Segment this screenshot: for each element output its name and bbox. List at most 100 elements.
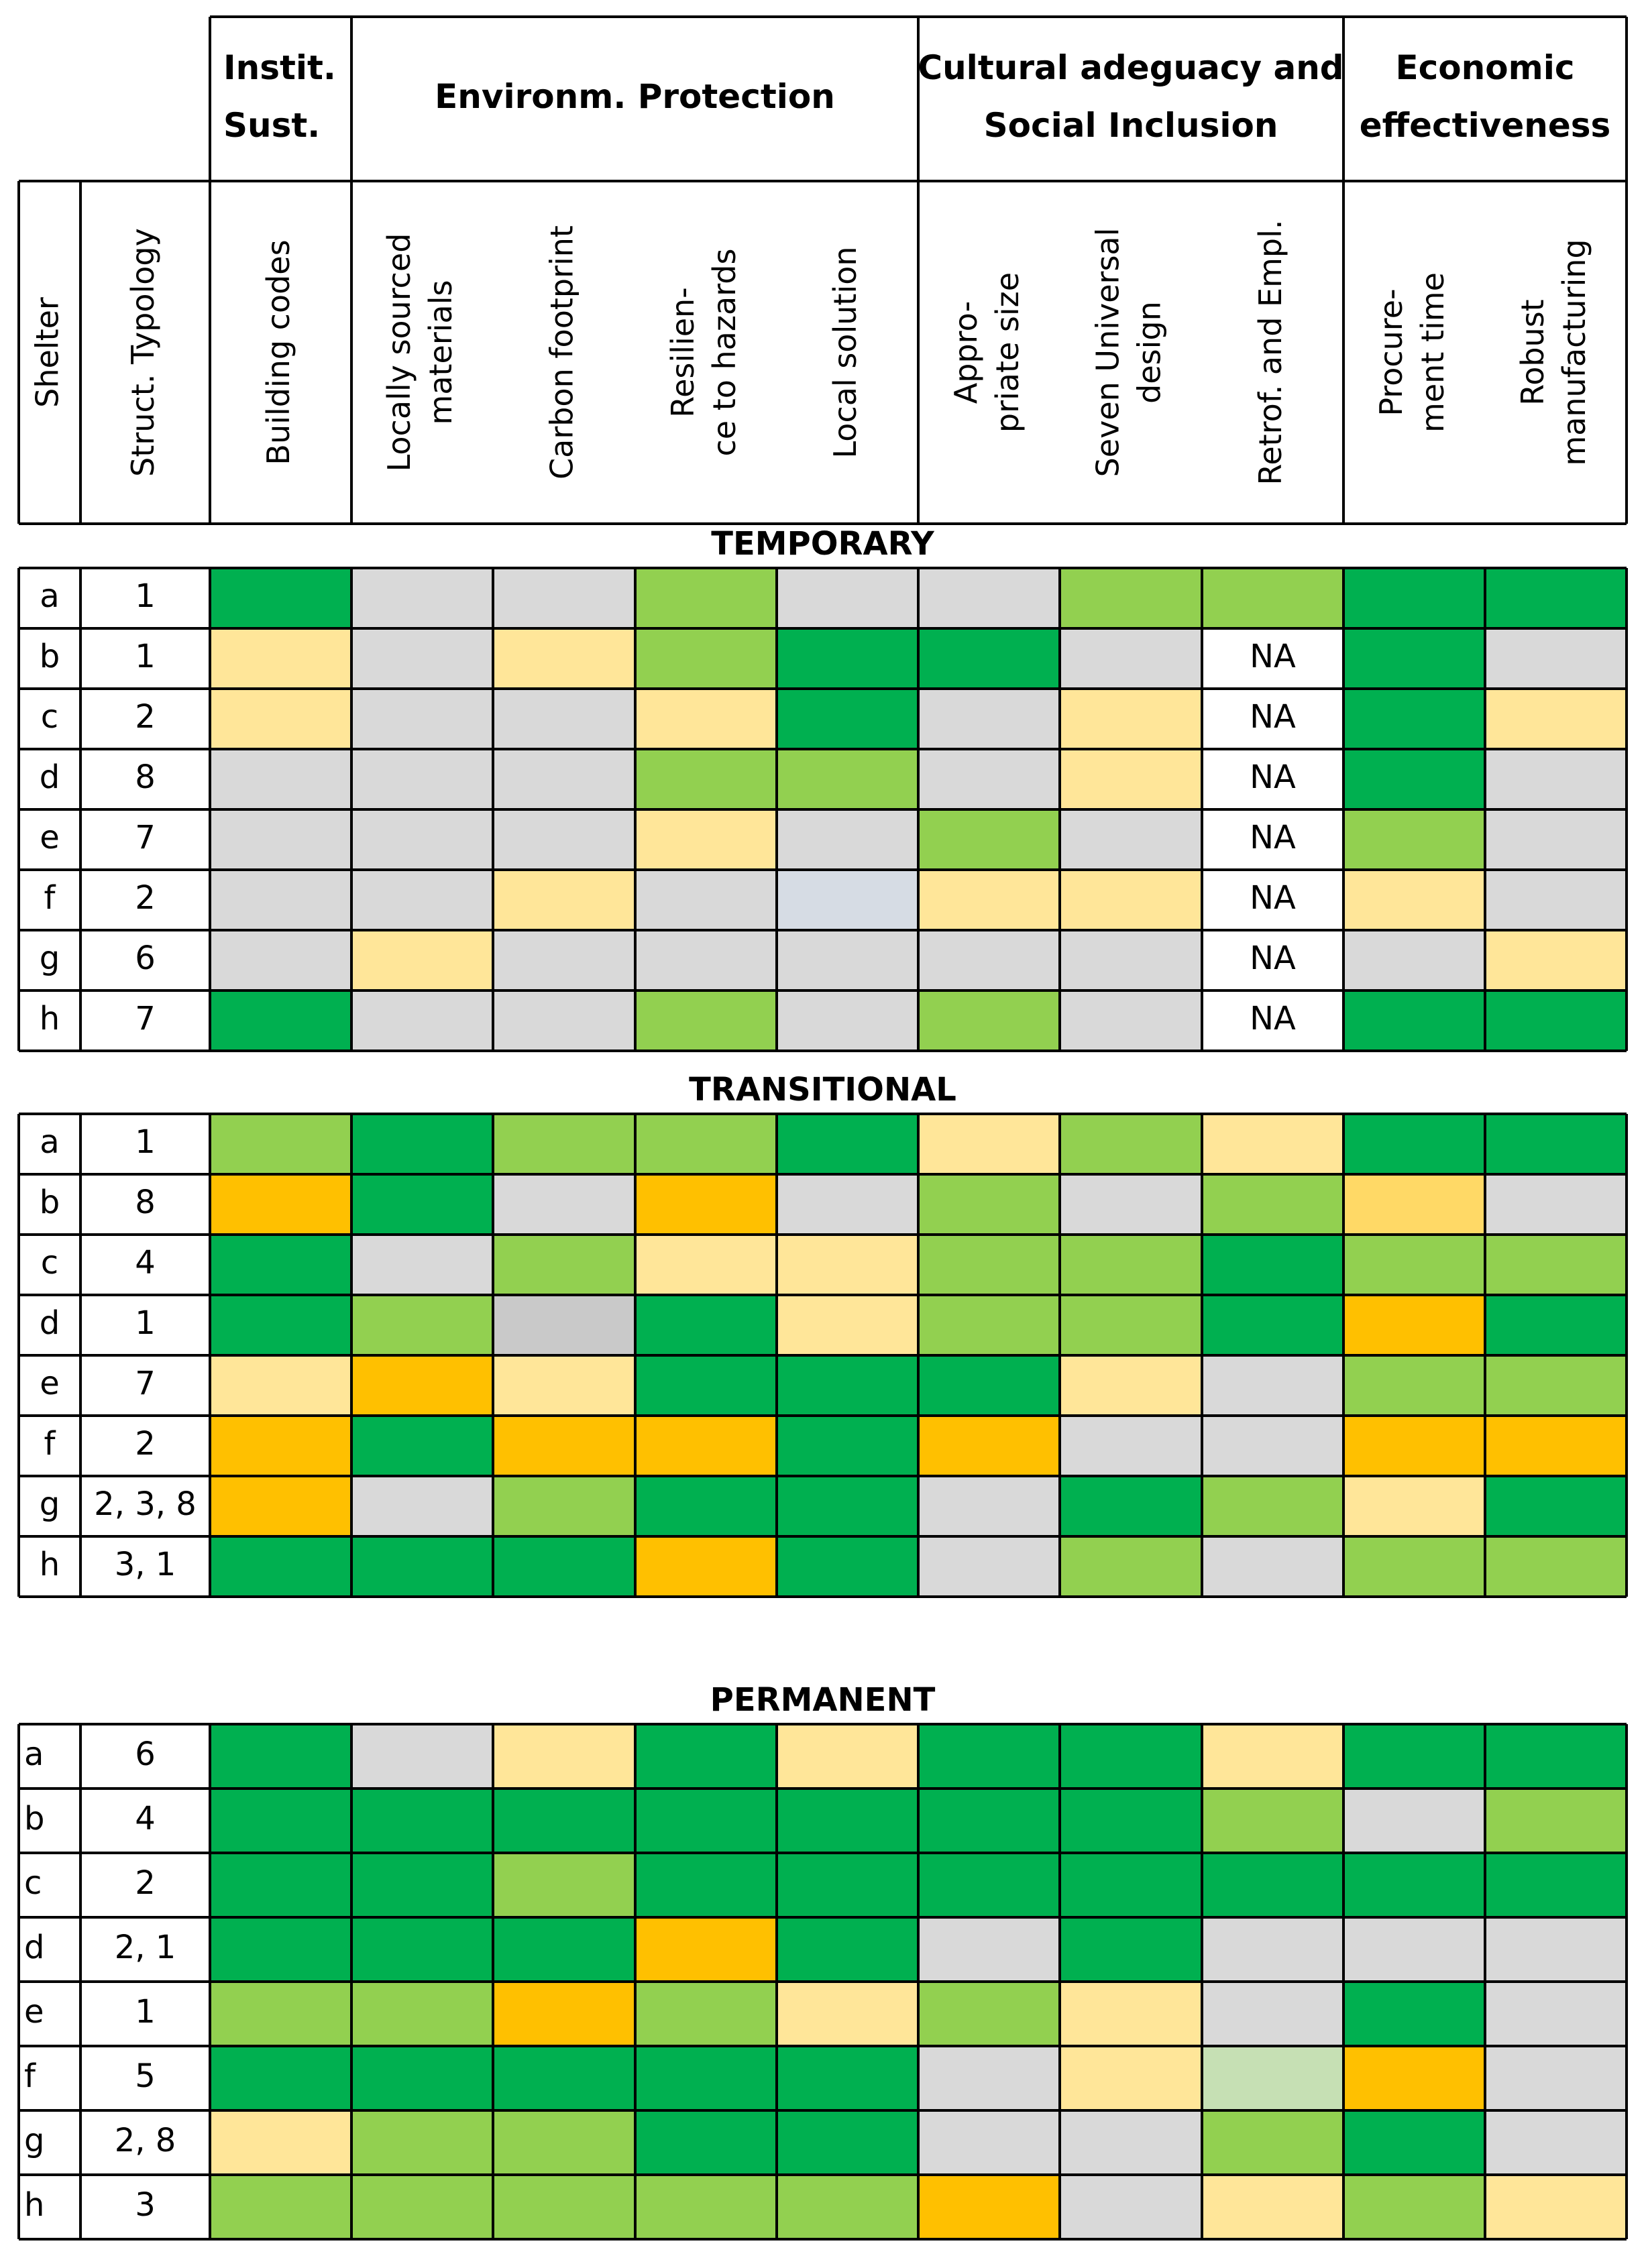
column-header-2: Locally sourced bbox=[381, 233, 417, 472]
heatmap-cell bbox=[918, 1355, 1060, 1416]
heatmap-cell bbox=[635, 1174, 777, 1235]
heatmap-cell bbox=[1485, 1476, 1627, 1536]
shelter-label: f bbox=[24, 2057, 36, 2095]
heatmap-cell bbox=[635, 1476, 777, 1536]
heatmap-cell bbox=[635, 628, 777, 689]
typology-label: 8 bbox=[135, 758, 156, 796]
typology-label: 2, 8 bbox=[115, 2122, 176, 2159]
shelter-label: h bbox=[40, 1546, 60, 1583]
heatmap-cell bbox=[1202, 568, 1343, 628]
typology-label: 7 bbox=[135, 1000, 156, 1037]
column-header-10: Robust bbox=[1515, 299, 1551, 405]
heatmap-cell bbox=[1202, 1416, 1343, 1476]
typology-label: 4 bbox=[135, 1800, 156, 1837]
heatmap-cell bbox=[210, 1536, 351, 1597]
heatmap-cell bbox=[1060, 1295, 1202, 1355]
heatmap-cell bbox=[210, 1295, 351, 1355]
heatmap-cell bbox=[351, 990, 493, 1051]
heatmap-cell bbox=[210, 2175, 351, 2239]
shelter-label: e bbox=[40, 1365, 60, 1402]
na-label: NA bbox=[1250, 638, 1296, 675]
heatmap-cell bbox=[1202, 1853, 1343, 1917]
heatmap-cell bbox=[1060, 2175, 1202, 2239]
heatmap-cell bbox=[351, 568, 493, 628]
heatmap-cell bbox=[1343, 2175, 1485, 2239]
heatmap-cell bbox=[1202, 2175, 1343, 2239]
heatmap-cell bbox=[1202, 1476, 1343, 1536]
heatmap-cell bbox=[1060, 1853, 1202, 1917]
heatmap-cell bbox=[1060, 1235, 1202, 1295]
heatmap-cell bbox=[1343, 1295, 1485, 1355]
heatmap-cell bbox=[210, 930, 351, 990]
heatmap-cell bbox=[635, 2175, 777, 2239]
heatmap-cell bbox=[918, 1416, 1060, 1476]
typology-label: 1 bbox=[135, 1123, 156, 1161]
heatmap-cell bbox=[210, 870, 351, 930]
heatmap-cell bbox=[493, 809, 635, 870]
heatmap-cell bbox=[635, 568, 777, 628]
heatmap-cell bbox=[1060, 1416, 1202, 1476]
typology-label: 1 bbox=[135, 577, 156, 615]
heatmap-cell bbox=[210, 2110, 351, 2175]
heatmap-cell bbox=[351, 1174, 493, 1235]
heatmap-cell bbox=[1060, 2046, 1202, 2110]
heatmap-cell bbox=[1060, 1355, 1202, 1416]
typology-label: 2 bbox=[135, 698, 156, 736]
heatmap-cell bbox=[777, 1174, 918, 1235]
heatmap-cell bbox=[918, 1982, 1060, 2046]
heatmap-cell bbox=[493, 930, 635, 990]
typology-label: 8 bbox=[135, 1184, 156, 1221]
heatmap-cell bbox=[1485, 1235, 1627, 1295]
heatmap-cell bbox=[1343, 930, 1485, 990]
heatmap-cell bbox=[1202, 1355, 1343, 1416]
heatmap-cell bbox=[1343, 568, 1485, 628]
heatmap-cell bbox=[1485, 990, 1627, 1051]
shelter-label: c bbox=[41, 1244, 58, 1282]
heatmap-cell bbox=[1202, 1724, 1343, 1789]
shelter-label: e bbox=[24, 1993, 44, 2031]
heatmap-cell bbox=[351, 1416, 493, 1476]
heatmap-cell bbox=[1343, 809, 1485, 870]
shelter-label: a bbox=[40, 1123, 59, 1161]
typology-label: 2 bbox=[135, 1425, 156, 1463]
heatmap-cell bbox=[1060, 1982, 1202, 2046]
heatmap-cell bbox=[351, 749, 493, 809]
heatmap-cell bbox=[1343, 689, 1485, 749]
heatmap-cell bbox=[918, 689, 1060, 749]
heatmap-cell bbox=[918, 809, 1060, 870]
heatmap-cell bbox=[918, 2175, 1060, 2239]
heatmap-cell bbox=[635, 1853, 777, 1917]
shelter-label: a bbox=[24, 1736, 44, 1773]
shelter-label: f bbox=[44, 879, 56, 917]
heatmap-cell bbox=[1202, 1235, 1343, 1295]
heatmap-cell bbox=[351, 2046, 493, 2110]
heatmap-cell bbox=[1060, 1114, 1202, 1174]
heatmap-cell bbox=[918, 1476, 1060, 1536]
heatmap-cell bbox=[210, 1982, 351, 2046]
shelter-label: d bbox=[40, 1304, 60, 1342]
heatmap-cell bbox=[635, 749, 777, 809]
heatmap-cell bbox=[918, 1724, 1060, 1789]
heatmap-cell bbox=[493, 1536, 635, 1597]
heatmap-cell bbox=[1343, 749, 1485, 809]
heatmap-cell bbox=[1060, 930, 1202, 990]
heatmap-cell bbox=[635, 2046, 777, 2110]
heatmap-cell bbox=[777, 2175, 918, 2239]
heatmap-cell bbox=[1060, 689, 1202, 749]
typology-label: 2 bbox=[135, 879, 156, 917]
heatmap-cell bbox=[1485, 1174, 1627, 1235]
heatmap-cell bbox=[635, 1724, 777, 1789]
typology-label: 2 bbox=[135, 1864, 156, 1902]
heatmap-cell bbox=[1202, 990, 1343, 1051]
heatmap-cell bbox=[1060, 1476, 1202, 1536]
heatmap-cell bbox=[493, 568, 635, 628]
heatmap-cell bbox=[351, 1355, 493, 1416]
heatmap-cell bbox=[635, 1789, 777, 1853]
heatmap-cell bbox=[210, 809, 351, 870]
heatmap-cell bbox=[1485, 809, 1627, 870]
heatmap-cell bbox=[635, 2110, 777, 2175]
heatmap-cell bbox=[1343, 2110, 1485, 2175]
shelter-label: d bbox=[24, 1929, 44, 1966]
group-header-1: Instit. bbox=[223, 48, 336, 87]
heatmap-cell bbox=[777, 990, 918, 1051]
